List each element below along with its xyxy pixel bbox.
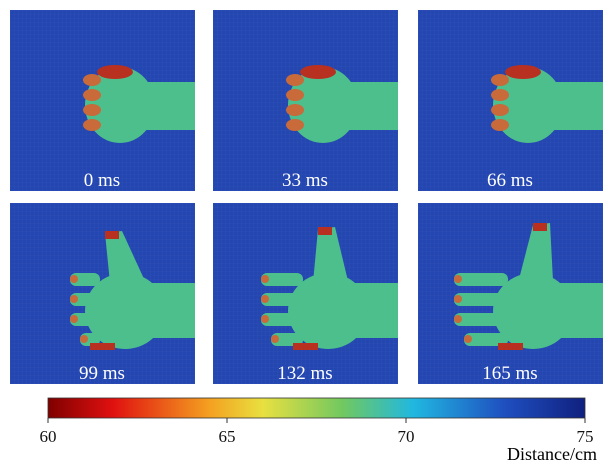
fingertip (261, 275, 269, 283)
knuckle (286, 89, 304, 101)
tick-label: 65 (219, 427, 236, 446)
finger (454, 293, 508, 306)
fingertip (454, 315, 462, 323)
fingertip (80, 335, 88, 343)
fingertip (454, 275, 462, 283)
knuckle (286, 104, 304, 116)
wrist-edge (498, 343, 523, 350)
finger (271, 333, 303, 346)
fingertip (70, 295, 78, 303)
fingertip (464, 335, 472, 343)
palm (288, 273, 368, 349)
colorbar (47, 397, 586, 419)
knuckle (491, 119, 509, 131)
panel: 165 ms (418, 203, 603, 384)
fingertip (271, 335, 279, 343)
panels: 0 ms 33 ms 66 ms 99 ms 132 ms 165 ms (10, 10, 603, 384)
finger (70, 273, 100, 286)
fist (493, 67, 563, 143)
tick-label: 60 (40, 427, 57, 446)
tick-label: 70 (398, 427, 415, 446)
thumb (505, 65, 541, 79)
panel-label: 66 ms (487, 170, 533, 191)
fingertip (261, 295, 269, 303)
knuckle (83, 104, 101, 116)
palm (493, 273, 573, 349)
thumb (105, 231, 145, 283)
wrist-edge (90, 343, 115, 350)
panel-label: 33 ms (282, 170, 328, 191)
thumb-edge (318, 227, 332, 235)
panel-label: 132 ms (277, 363, 332, 384)
finger (454, 313, 508, 326)
knuckle (491, 104, 509, 116)
knuckle (83, 74, 101, 86)
panel-label: 165 ms (482, 363, 537, 384)
fingertip (70, 275, 78, 283)
knuckle (491, 89, 509, 101)
knuckle (83, 119, 101, 131)
panel-label: 0 ms (84, 170, 120, 191)
knuckle (491, 74, 509, 86)
knuckle (286, 74, 304, 86)
knuckle (286, 119, 304, 131)
thumb-edge (533, 223, 547, 231)
wrist-edge (293, 343, 318, 350)
palm (85, 273, 165, 349)
fist (85, 67, 155, 143)
finger (70, 293, 100, 306)
finger (70, 313, 100, 326)
fingertip (261, 315, 269, 323)
thumb (518, 223, 553, 283)
thumb (300, 65, 336, 79)
knuckle (83, 89, 101, 101)
fingertip (70, 315, 78, 323)
panel: 33 ms (213, 10, 398, 191)
finger (261, 313, 303, 326)
thumb (97, 65, 133, 79)
colorbar-label: Distance/cm (507, 444, 597, 464)
panel-label: 99 ms (79, 363, 125, 384)
colorbar-ticks: 60 65 70 75 (40, 418, 594, 446)
finger (454, 273, 508, 286)
finger (261, 273, 303, 286)
panel: 0 ms (10, 10, 195, 191)
tick-label: 75 (577, 427, 594, 446)
fingertip (454, 295, 462, 303)
panel: 66 ms (418, 10, 603, 191)
panel: 132 ms (213, 203, 398, 384)
thumb (313, 227, 348, 283)
thumb-edge (105, 231, 119, 239)
finger (261, 293, 303, 306)
panel: 99 ms (10, 203, 195, 384)
finger (464, 333, 508, 346)
fist (288, 67, 358, 143)
